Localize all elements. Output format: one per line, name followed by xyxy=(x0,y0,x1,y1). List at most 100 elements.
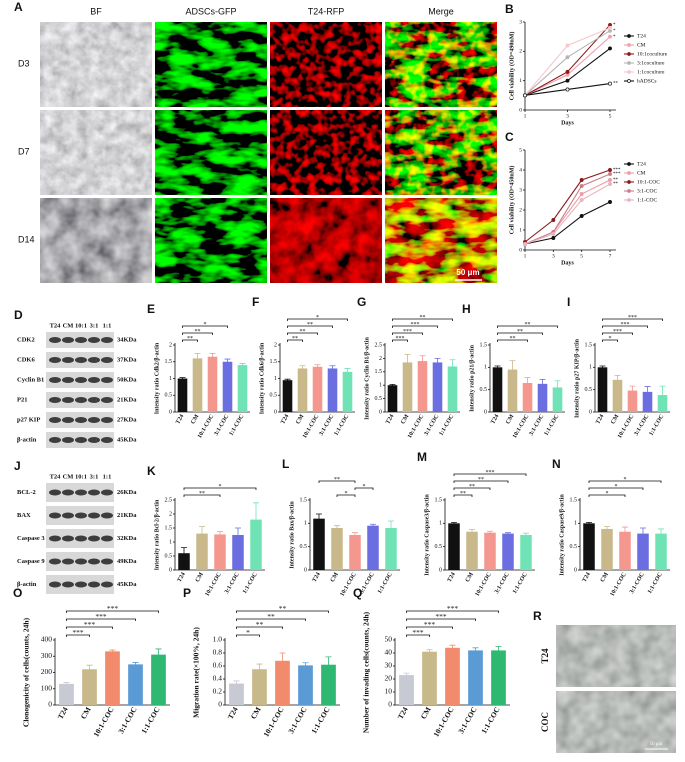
error-bar xyxy=(644,386,651,398)
y-axis-label: Intensity ratio Cdk2/β-actin xyxy=(154,342,160,414)
row-label: T24 xyxy=(540,648,550,664)
legend-marker xyxy=(627,189,631,193)
error-bar xyxy=(256,663,263,675)
error-whisker xyxy=(604,526,610,532)
size-label: 21KDa xyxy=(117,512,137,519)
significance-label: *** xyxy=(447,604,459,613)
x-tick-label: CM xyxy=(419,705,433,720)
error-whisker xyxy=(239,363,246,367)
column-header: Merge xyxy=(428,6,454,16)
bar xyxy=(252,669,267,705)
y-tick-label: 2 xyxy=(379,356,382,362)
x-tick-label: 3:1-COC xyxy=(456,705,478,735)
legend-label: 1:1-COC xyxy=(637,197,658,203)
panel-label: F xyxy=(252,295,259,309)
y-tick-label: 2 xyxy=(519,49,522,55)
error-bar xyxy=(523,532,529,537)
significance-label: ** xyxy=(469,484,475,490)
significance-bracket xyxy=(588,487,644,490)
x-tick-label: 3:1-COC xyxy=(224,572,241,595)
bar xyxy=(297,368,308,412)
error-whisker xyxy=(181,547,187,559)
y-tick-label: 10 xyxy=(385,687,393,696)
size-label: 32KDa xyxy=(117,535,137,542)
significance-bracket xyxy=(66,618,136,621)
y-axis-label: Intensity ratio p27 KIP/β-actin xyxy=(574,338,580,418)
y-tick-label: 2 xyxy=(169,342,172,348)
error-whisker xyxy=(179,377,186,380)
y-tick-label: 1.5 xyxy=(435,497,443,503)
error-whisker xyxy=(524,377,531,389)
error-whisker xyxy=(199,526,205,541)
x-tick-label: T24 xyxy=(280,414,290,426)
bar xyxy=(177,378,188,412)
error-whisker xyxy=(132,662,139,667)
bar xyxy=(466,531,478,570)
panel-label: Q xyxy=(353,586,362,600)
panel-label: E xyxy=(147,302,155,316)
error-whisker xyxy=(253,502,259,537)
blot-band xyxy=(88,377,100,383)
y-tick-label: 1.5 xyxy=(585,342,593,348)
bar xyxy=(282,380,293,412)
x-tick-label: T24 xyxy=(56,705,70,721)
error-whisker xyxy=(622,526,628,537)
size-label: 50KDa xyxy=(117,376,137,383)
x-tick-label: 1:1-COC xyxy=(479,705,501,735)
significance-bracket xyxy=(182,332,213,335)
protein-label: BCL-2 xyxy=(17,489,36,496)
significance-label: ** xyxy=(334,477,340,483)
blot-band xyxy=(62,489,74,496)
significance-bracket xyxy=(453,494,473,497)
y-tick-label: 1 xyxy=(484,365,487,371)
blot-band xyxy=(75,535,87,542)
blot-band xyxy=(75,397,87,403)
significance-label: ** xyxy=(195,329,201,335)
blot-band xyxy=(75,512,87,519)
bar xyxy=(313,518,325,570)
error-bar xyxy=(299,365,306,372)
error-bar xyxy=(233,680,240,687)
significance-label: * xyxy=(316,315,319,321)
y-tick-label: 400 xyxy=(41,635,53,644)
significance-bracket xyxy=(287,318,348,321)
blot-band xyxy=(49,337,61,343)
blot-band xyxy=(75,558,87,565)
significance-bracket xyxy=(497,332,543,335)
significance-bracket xyxy=(183,494,221,497)
error-bar xyxy=(451,522,457,525)
bar xyxy=(151,654,166,705)
error-whisker xyxy=(299,365,306,372)
blot-band xyxy=(62,437,74,443)
significance-label: * xyxy=(606,491,609,497)
x-tick-label: 3:1-COC xyxy=(629,572,646,595)
error-bar xyxy=(329,365,336,372)
y-axis-label: Intensity ratio Caspase3/β-actin xyxy=(424,494,430,576)
blot-band xyxy=(88,512,100,519)
y-axis-label: Number of invading cells(counts, 24h) xyxy=(362,611,371,733)
significance-label: *** xyxy=(84,620,96,629)
significance-label: *** xyxy=(107,604,119,613)
y-tick-label: 0 xyxy=(484,409,487,415)
data-point xyxy=(565,55,570,60)
error-whisker xyxy=(434,358,441,367)
panel-label: M xyxy=(417,450,427,464)
legend-label: hADSCs xyxy=(637,78,657,84)
y-tick-label: 0.5 xyxy=(480,387,488,393)
significance-label: ** xyxy=(307,322,313,328)
significance-label: ** xyxy=(510,336,516,342)
blot-band xyxy=(88,417,100,423)
x-tick-label: CM xyxy=(79,705,93,720)
y-tick-label: 40 xyxy=(385,648,393,657)
y-tick-label: 0 xyxy=(519,107,522,113)
legend-marker xyxy=(627,198,631,202)
x-tick-label: 3:1-COC xyxy=(494,572,511,595)
lane-label: T24 xyxy=(50,473,62,480)
legend-marker xyxy=(627,43,631,47)
error-bar xyxy=(604,526,610,532)
significance-bracket xyxy=(182,339,198,342)
x-tick-label: 3:1-COC xyxy=(116,705,138,735)
significance-label: * xyxy=(613,29,616,34)
error-whisker xyxy=(487,530,493,535)
